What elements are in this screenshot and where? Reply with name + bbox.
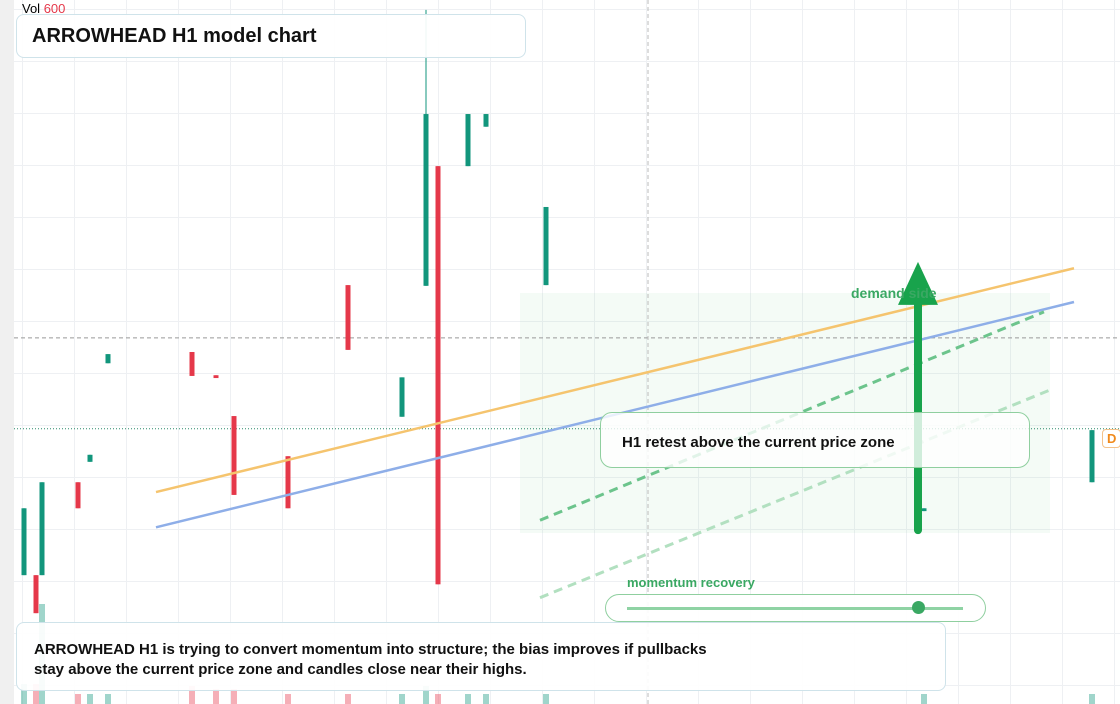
- volume-bar: [435, 694, 441, 704]
- callout-text: H1 retest above the current price zone: [622, 434, 895, 451]
- volume-label: Vol: [22, 1, 41, 16]
- volume-bar: [399, 694, 405, 704]
- slider-knob[interactable]: [912, 601, 925, 614]
- candle-body: [423, 114, 429, 286]
- candle-body: [33, 575, 39, 614]
- arrow-head: [898, 261, 938, 305]
- candle-body: [213, 375, 219, 379]
- caption-box: ARROWHEAD H1 is trying to convert moment…: [16, 622, 946, 691]
- candle-body: [285, 456, 291, 509]
- candle-body: [465, 114, 471, 167]
- candle-body: [483, 114, 489, 127]
- left-edge: [0, 0, 14, 704]
- candle-body: [543, 206, 549, 286]
- volume-bar: [483, 694, 489, 704]
- candle-body: [21, 508, 27, 576]
- volume-bar: [21, 684, 27, 704]
- candle-body: [105, 354, 111, 364]
- candle-body: [1089, 430, 1095, 483]
- volume-bar: [921, 694, 927, 704]
- volume-bar: [105, 694, 111, 704]
- candle-body: [231, 416, 237, 495]
- volume-bar: [1089, 694, 1095, 704]
- volume-bar: [465, 694, 471, 704]
- volume-bar: [285, 694, 291, 704]
- candle-body: [345, 285, 351, 350]
- volume-bar: [189, 686, 195, 704]
- candle-body: [435, 166, 441, 585]
- candle-body: [921, 508, 927, 512]
- volume-bar: [345, 694, 351, 704]
- title-box: ARROWHEAD H1 model chart: [16, 14, 526, 58]
- volume-bar: [87, 694, 93, 704]
- volume-bar: [75, 694, 81, 704]
- volume-bar: [231, 689, 237, 704]
- callout: H1 retest above the current price zone: [600, 412, 1030, 468]
- slider[interactable]: [605, 594, 986, 622]
- slider-label: momentum recovery: [627, 575, 755, 590]
- candle-body: [399, 377, 405, 417]
- volume-bar: [213, 689, 219, 704]
- volume-bar: [543, 694, 549, 704]
- candle-body: [75, 482, 81, 509]
- volume-legend: Vol 600: [22, 1, 65, 16]
- volume-bar: [423, 686, 429, 704]
- candle-body: [87, 454, 93, 462]
- price-tag: D: [1102, 429, 1120, 448]
- zone-label: demand side: [851, 285, 937, 301]
- volume-max: 600: [43, 1, 66, 16]
- chart-title: ARROWHEAD H1 model chart: [32, 25, 317, 47]
- candle-body: [39, 482, 45, 576]
- caption: ARROWHEAD H1 is trying to convert moment…: [34, 641, 707, 678]
- candle-body: [189, 352, 195, 376]
- slider-track: [627, 607, 963, 610]
- volume-bar: [33, 684, 39, 704]
